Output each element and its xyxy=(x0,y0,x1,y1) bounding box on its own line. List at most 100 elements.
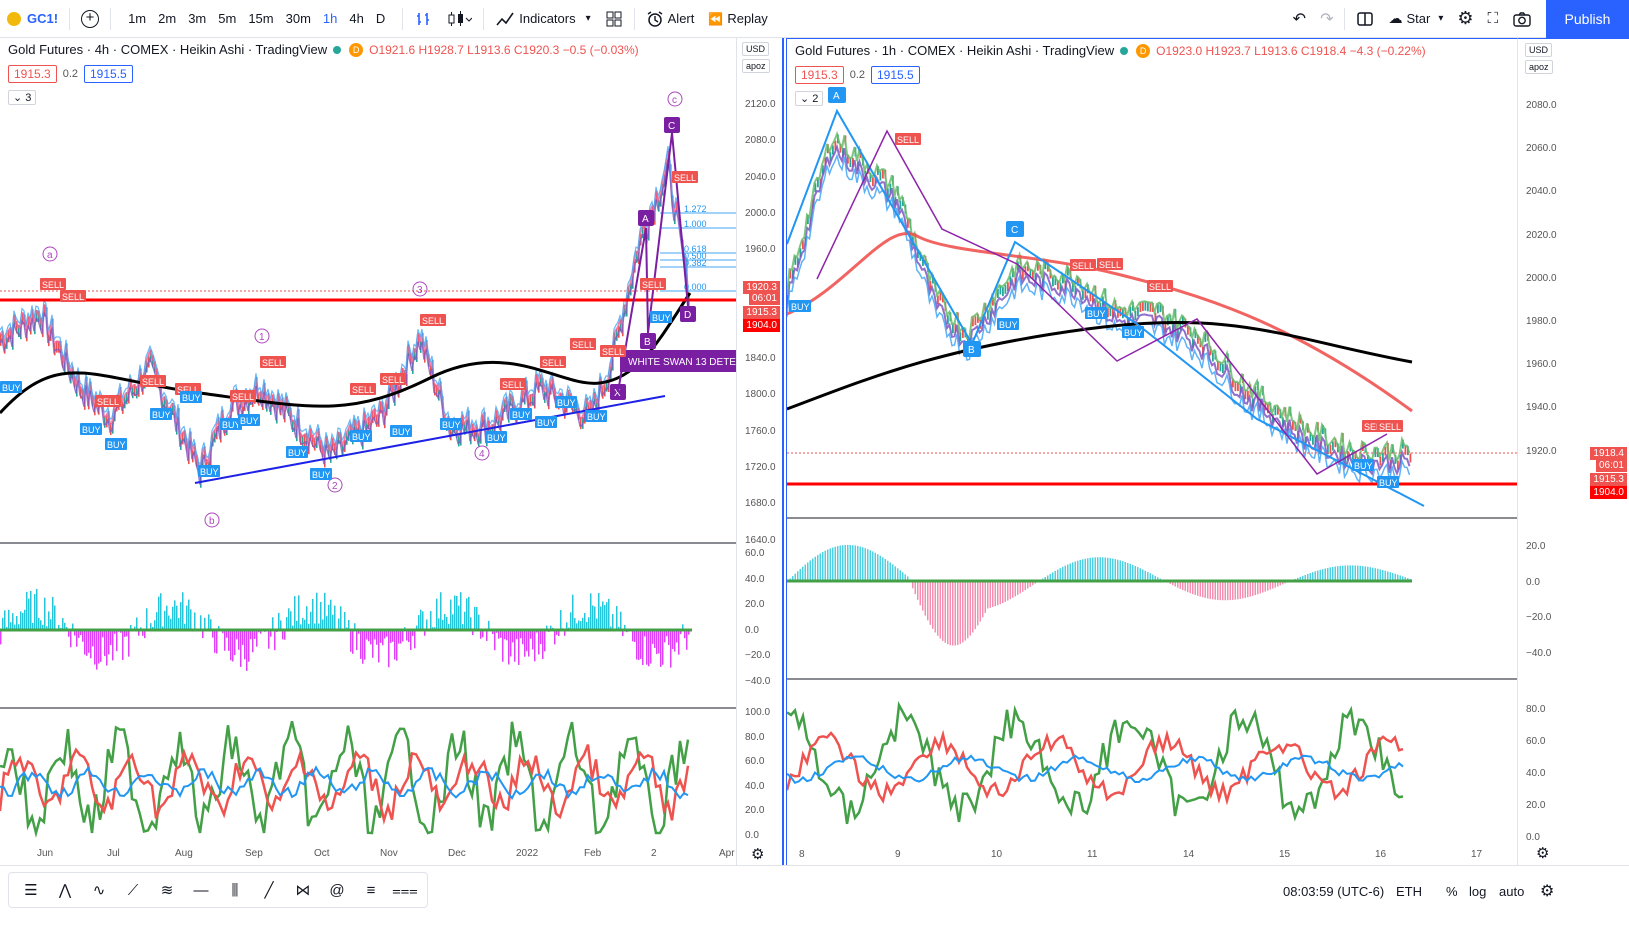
candle xyxy=(1167,316,1169,326)
candle xyxy=(1277,405,1279,415)
oscillator-bar xyxy=(1384,570,1386,581)
redo-button[interactable]: ↷ xyxy=(1313,0,1340,38)
oscillator-bar xyxy=(228,630,230,651)
gear-icon[interactable]: ⚙ xyxy=(1536,845,1550,862)
candle xyxy=(1077,276,1079,286)
oscillator-bar xyxy=(1232,581,1234,600)
candle xyxy=(338,431,340,444)
left-bid-button[interactable]: 1915.3 xyxy=(8,65,57,83)
oscillator-bar xyxy=(1024,581,1026,591)
chart-type-candles-button[interactable] xyxy=(439,0,479,38)
xabcd-pattern-icon[interactable]: ⋈ xyxy=(295,882,311,899)
publish-button[interactable]: Publish xyxy=(1546,0,1629,38)
candle xyxy=(879,171,882,181)
chart-type-bars-button[interactable] xyxy=(407,0,439,38)
candle xyxy=(1059,282,1062,292)
left-chart-pane[interactable]: 1.272 1.000 0.618 0.500 0.382 0.000 a b c 1 2 3 4 A B C… xyxy=(0,38,737,865)
abc-pattern-icon[interactable]: ⋀ xyxy=(58,882,72,899)
timeframe-5m[interactable]: 5m xyxy=(218,11,237,26)
oscillator-bar xyxy=(128,630,130,657)
gear-icon[interactable]: ⚙ xyxy=(1540,883,1555,900)
oscillator-bar xyxy=(452,614,454,630)
left-price-axis[interactable]: USD apoz 2120.0 2080.0 2040.0 2000.0 1960.0 1… xyxy=(737,38,784,865)
oscillator-bar xyxy=(1279,581,1281,586)
log-scale-toggle[interactable]: log xyxy=(1469,884,1487,899)
timeframe-D[interactable]: D xyxy=(375,11,386,26)
candle xyxy=(272,394,274,407)
right-price-axis[interactable]: USD apoz 2080.0 2060.0 2040.0 2020.0 2000.0 1… xyxy=(1517,38,1629,865)
right-ask-button[interactable]: 1915.5 xyxy=(871,66,920,84)
timeframe-3m[interactable]: 3m xyxy=(188,11,207,26)
candle xyxy=(889,183,892,193)
time-axis-tick: 8 xyxy=(799,849,805,860)
symbol-search[interactable]: GC1! xyxy=(0,0,65,38)
timeframe-30m[interactable]: 30m xyxy=(285,11,311,26)
buy-signal-label: BUY xyxy=(557,398,576,408)
forecast-icon[interactable]: ≡ xyxy=(366,881,376,899)
left-ask-button[interactable]: 1915.5 xyxy=(84,65,133,83)
timeframe-1h[interactable]: 1h xyxy=(322,11,338,26)
left-currency-select[interactable]: USD xyxy=(742,42,770,56)
right-bid-button[interactable]: 1915.3 xyxy=(795,66,844,84)
right-scale-mode[interactable]: apoz xyxy=(1525,60,1553,74)
oscillator-bar xyxy=(236,630,238,640)
layout-select-button[interactable] xyxy=(1349,0,1381,38)
auto-scale-toggle[interactable]: auto xyxy=(1499,884,1525,899)
sell-signal-tag xyxy=(260,356,286,368)
clock-time[interactable]: 08:03:59 (UTC-6) xyxy=(1283,884,1385,899)
oscillator-bar xyxy=(1394,573,1396,581)
fullscreen-button[interactable]: ⛶ xyxy=(1480,0,1505,38)
oscillator-bar xyxy=(642,630,644,666)
fib-level-label: 0.500 xyxy=(684,251,707,261)
oscillator-bar xyxy=(1079,559,1081,581)
fib-channel-icon[interactable]: ≋ xyxy=(160,882,174,899)
timeframe-2m[interactable]: 2m xyxy=(158,11,177,26)
timeframe-4h[interactable]: 4h xyxy=(349,11,364,26)
templates-button[interactable] xyxy=(598,0,630,38)
position-icon[interactable]: ⩶ xyxy=(392,881,418,899)
sell-signal-label: SELL xyxy=(382,375,404,385)
fib-spiral-icon[interactable]: @ xyxy=(329,881,345,899)
oscillator-bar xyxy=(488,620,490,630)
oscillator-bar xyxy=(652,630,654,644)
oscillator-bar xyxy=(394,630,396,660)
buy-signal-label: BUY xyxy=(82,425,101,435)
right-currency-select[interactable]: USD xyxy=(1525,43,1553,57)
save-layout-button[interactable]: ☁ Star ▾ xyxy=(1381,0,1450,38)
left-indicators-collapse-button[interactable]: ⌄ 3 xyxy=(8,90,37,105)
right-chart-title[interactable]: Gold Futures · 1h · COMEX · Heikin Ashi … xyxy=(795,43,1115,58)
oscillator-bar xyxy=(26,591,28,630)
menu-lines-icon[interactable]: ☰ xyxy=(24,882,38,899)
trend-line-icon[interactable]: ⟋ xyxy=(127,881,139,899)
oscillator-bar xyxy=(602,601,604,630)
snapshot-button[interactable] xyxy=(1505,0,1539,38)
undo-button[interactable]: ↶ xyxy=(1286,0,1313,38)
left-chart-title[interactable]: Gold Futures · 4h · COMEX · Heikin Ashi … xyxy=(8,42,328,57)
oscillator-bar xyxy=(1059,568,1061,581)
indicators-button[interactable]: Indicators ▾ xyxy=(488,0,597,38)
candle xyxy=(624,304,626,317)
session-toggle[interactable]: ETH xyxy=(1396,884,1422,899)
candle xyxy=(1044,260,1047,270)
right-indicators-collapse-button[interactable]: ⌄ 2 xyxy=(795,91,824,106)
right-chart-pane[interactable]: A B C SELL SELL SELL SELL SELL SELL BUY BUY BUY BUY B… xyxy=(786,38,1517,865)
oscillator-bar xyxy=(260,630,262,634)
replay-button[interactable]: ⏪ Replay xyxy=(701,0,774,38)
horizontal-line-icon[interactable]: — xyxy=(193,881,209,899)
timeframe-15m[interactable]: 15m xyxy=(248,11,274,26)
timeframe-1m[interactable]: 1m xyxy=(128,11,147,26)
settings-button[interactable]: ⚙ xyxy=(1450,0,1480,38)
compare-symbol-button[interactable]: + xyxy=(74,0,106,38)
oscillator-bar xyxy=(574,618,576,630)
alert-button[interactable]: Alert xyxy=(639,0,702,38)
price-range-icon[interactable]: ⫼ xyxy=(231,881,239,899)
ray-icon[interactable]: ╱ xyxy=(264,882,274,899)
elliott-wave-icon[interactable]: ∿ xyxy=(92,882,106,899)
gear-icon[interactable]: ⚙ xyxy=(751,846,765,863)
left-scale-mode[interactable]: apoz xyxy=(742,59,770,73)
oscillator-bar xyxy=(492,630,494,635)
percent-scale-toggle[interactable]: % xyxy=(1446,884,1458,899)
candle xyxy=(0,333,2,346)
